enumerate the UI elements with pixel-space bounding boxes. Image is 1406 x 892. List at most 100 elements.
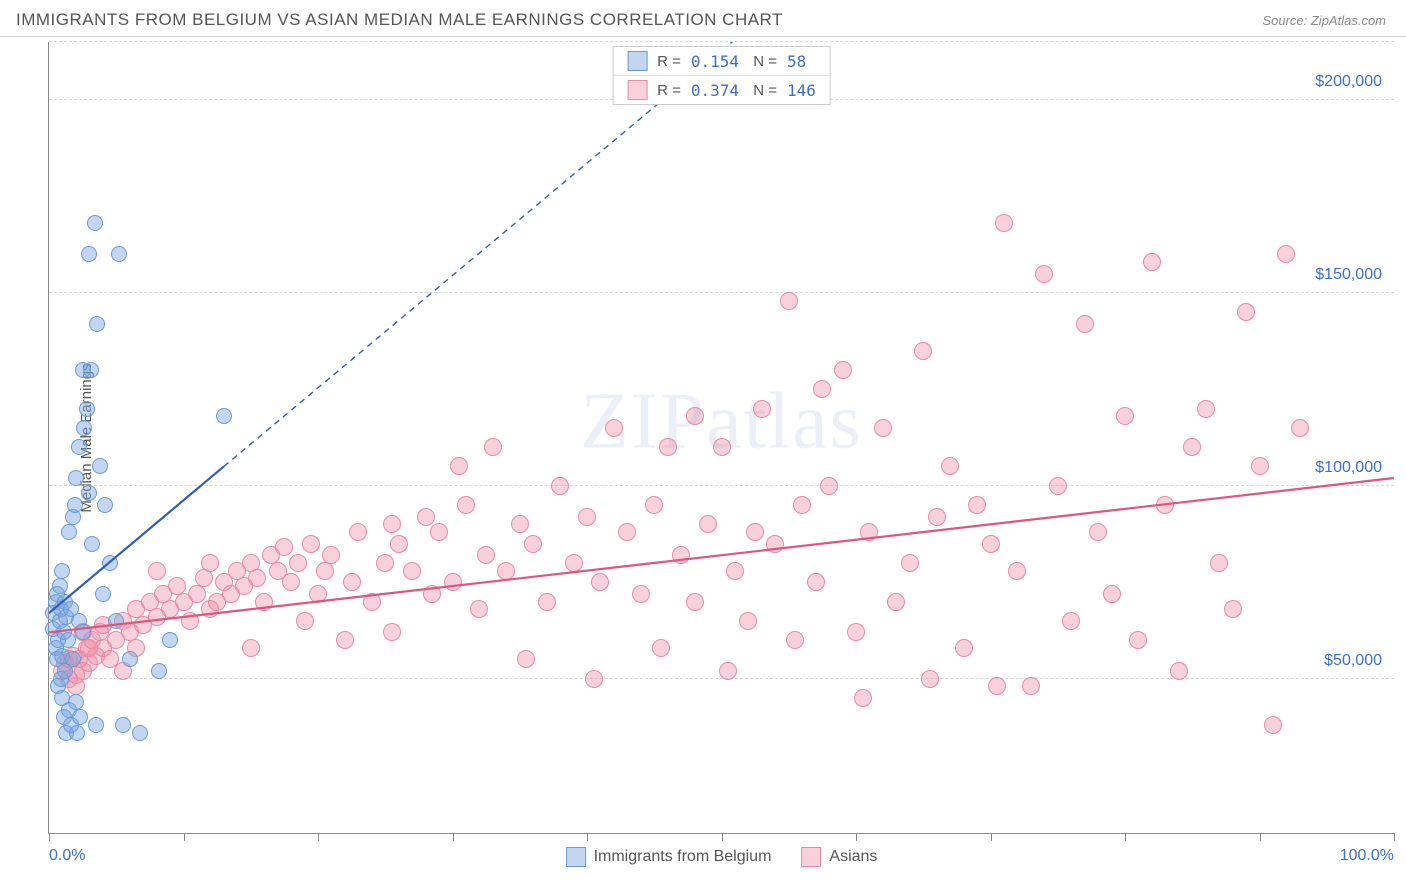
xtick [453, 833, 454, 841]
data-point [81, 246, 97, 262]
data-point [470, 600, 488, 618]
data-point [854, 689, 872, 707]
chart-title: IMMIGRANTS FROM BELGIUM VS ASIAN MEDIAN … [16, 10, 783, 30]
data-point [753, 400, 771, 418]
data-point [921, 670, 939, 688]
data-point [766, 535, 784, 553]
data-point [1103, 585, 1121, 603]
gridline [49, 485, 1394, 486]
swatch-belgium [627, 51, 647, 71]
data-point [686, 407, 704, 425]
data-point [1143, 253, 1161, 271]
data-point [874, 419, 892, 437]
data-point [75, 624, 91, 640]
data-point [188, 585, 206, 603]
data-point [834, 361, 852, 379]
n-value-0: 58 [787, 52, 806, 71]
data-point [92, 458, 108, 474]
legend-row-1: R = 0.374 N = 146 [613, 75, 830, 104]
data-point [1251, 457, 1269, 475]
data-point [201, 554, 219, 572]
data-point [1035, 265, 1053, 283]
data-point [780, 292, 798, 310]
data-point [430, 523, 448, 541]
data-point [76, 420, 92, 436]
data-point [1210, 554, 1228, 572]
data-point [1156, 496, 1174, 514]
chart-source: Source: ZipAtlas.com [1262, 13, 1386, 28]
data-point [1116, 407, 1134, 425]
data-point [81, 485, 97, 501]
data-point [242, 639, 260, 657]
data-point [1170, 662, 1188, 680]
legend-row-0: R = 0.154 N = 58 [613, 47, 830, 75]
n-value-1: 146 [787, 81, 816, 100]
data-point [982, 535, 1000, 553]
xtick [991, 833, 992, 841]
data-point [618, 523, 636, 541]
data-point [67, 497, 83, 513]
xtick [856, 833, 857, 841]
data-point [216, 408, 232, 424]
data-point [68, 694, 84, 710]
data-point [255, 593, 273, 611]
correlation-legend: R = 0.154 N = 58 R = 0.374 N = 146 [612, 46, 831, 105]
data-point [80, 639, 98, 657]
data-point [71, 439, 87, 455]
data-point [457, 496, 475, 514]
data-point [686, 593, 704, 611]
data-point [659, 438, 677, 456]
data-point [69, 725, 85, 741]
legend-item-asians: Asians [801, 847, 877, 867]
data-point [484, 438, 502, 456]
data-point [786, 631, 804, 649]
ytick-label: $200,000 [1311, 73, 1386, 91]
data-point [813, 380, 831, 398]
data-point [497, 562, 515, 580]
data-point [726, 562, 744, 580]
data-point [511, 515, 529, 533]
data-point [605, 419, 623, 437]
xaxis-min-label: 0.0% [49, 847, 85, 865]
data-point [1062, 612, 1080, 630]
data-point [72, 709, 88, 725]
xaxis-max-label: 100.0% [1340, 847, 1394, 865]
data-point [928, 508, 946, 526]
data-point [1183, 438, 1201, 456]
data-point [793, 496, 811, 514]
data-point [54, 563, 70, 579]
data-point [860, 523, 878, 541]
data-point [336, 631, 354, 649]
data-point [968, 496, 986, 514]
data-point [162, 632, 178, 648]
data-point [820, 477, 838, 495]
data-point [132, 725, 148, 741]
data-point [79, 401, 95, 417]
data-point [363, 593, 381, 611]
data-point [108, 613, 124, 629]
xtick [1394, 833, 1395, 841]
data-point [275, 538, 293, 556]
swatch-asians-icon [801, 847, 821, 867]
data-point [988, 677, 1006, 695]
data-point [75, 362, 91, 378]
data-point [84, 536, 100, 552]
data-point [517, 650, 535, 668]
data-point [672, 546, 690, 564]
xtick [318, 833, 319, 841]
data-point [89, 316, 105, 332]
data-point [1277, 245, 1295, 263]
data-point [645, 496, 663, 514]
r-value-0: 0.154 [691, 52, 739, 71]
ytick-label: $150,000 [1311, 266, 1386, 284]
data-point [524, 535, 542, 553]
chart-area: Median Male Earnings ZIPatlas R = 0.154 … [48, 42, 1394, 834]
data-point [65, 651, 81, 667]
data-point [376, 554, 394, 572]
data-point [322, 546, 340, 564]
xtick [1125, 833, 1126, 841]
data-point [289, 554, 307, 572]
data-point [444, 573, 462, 591]
data-point [383, 623, 401, 641]
data-point [122, 651, 138, 667]
